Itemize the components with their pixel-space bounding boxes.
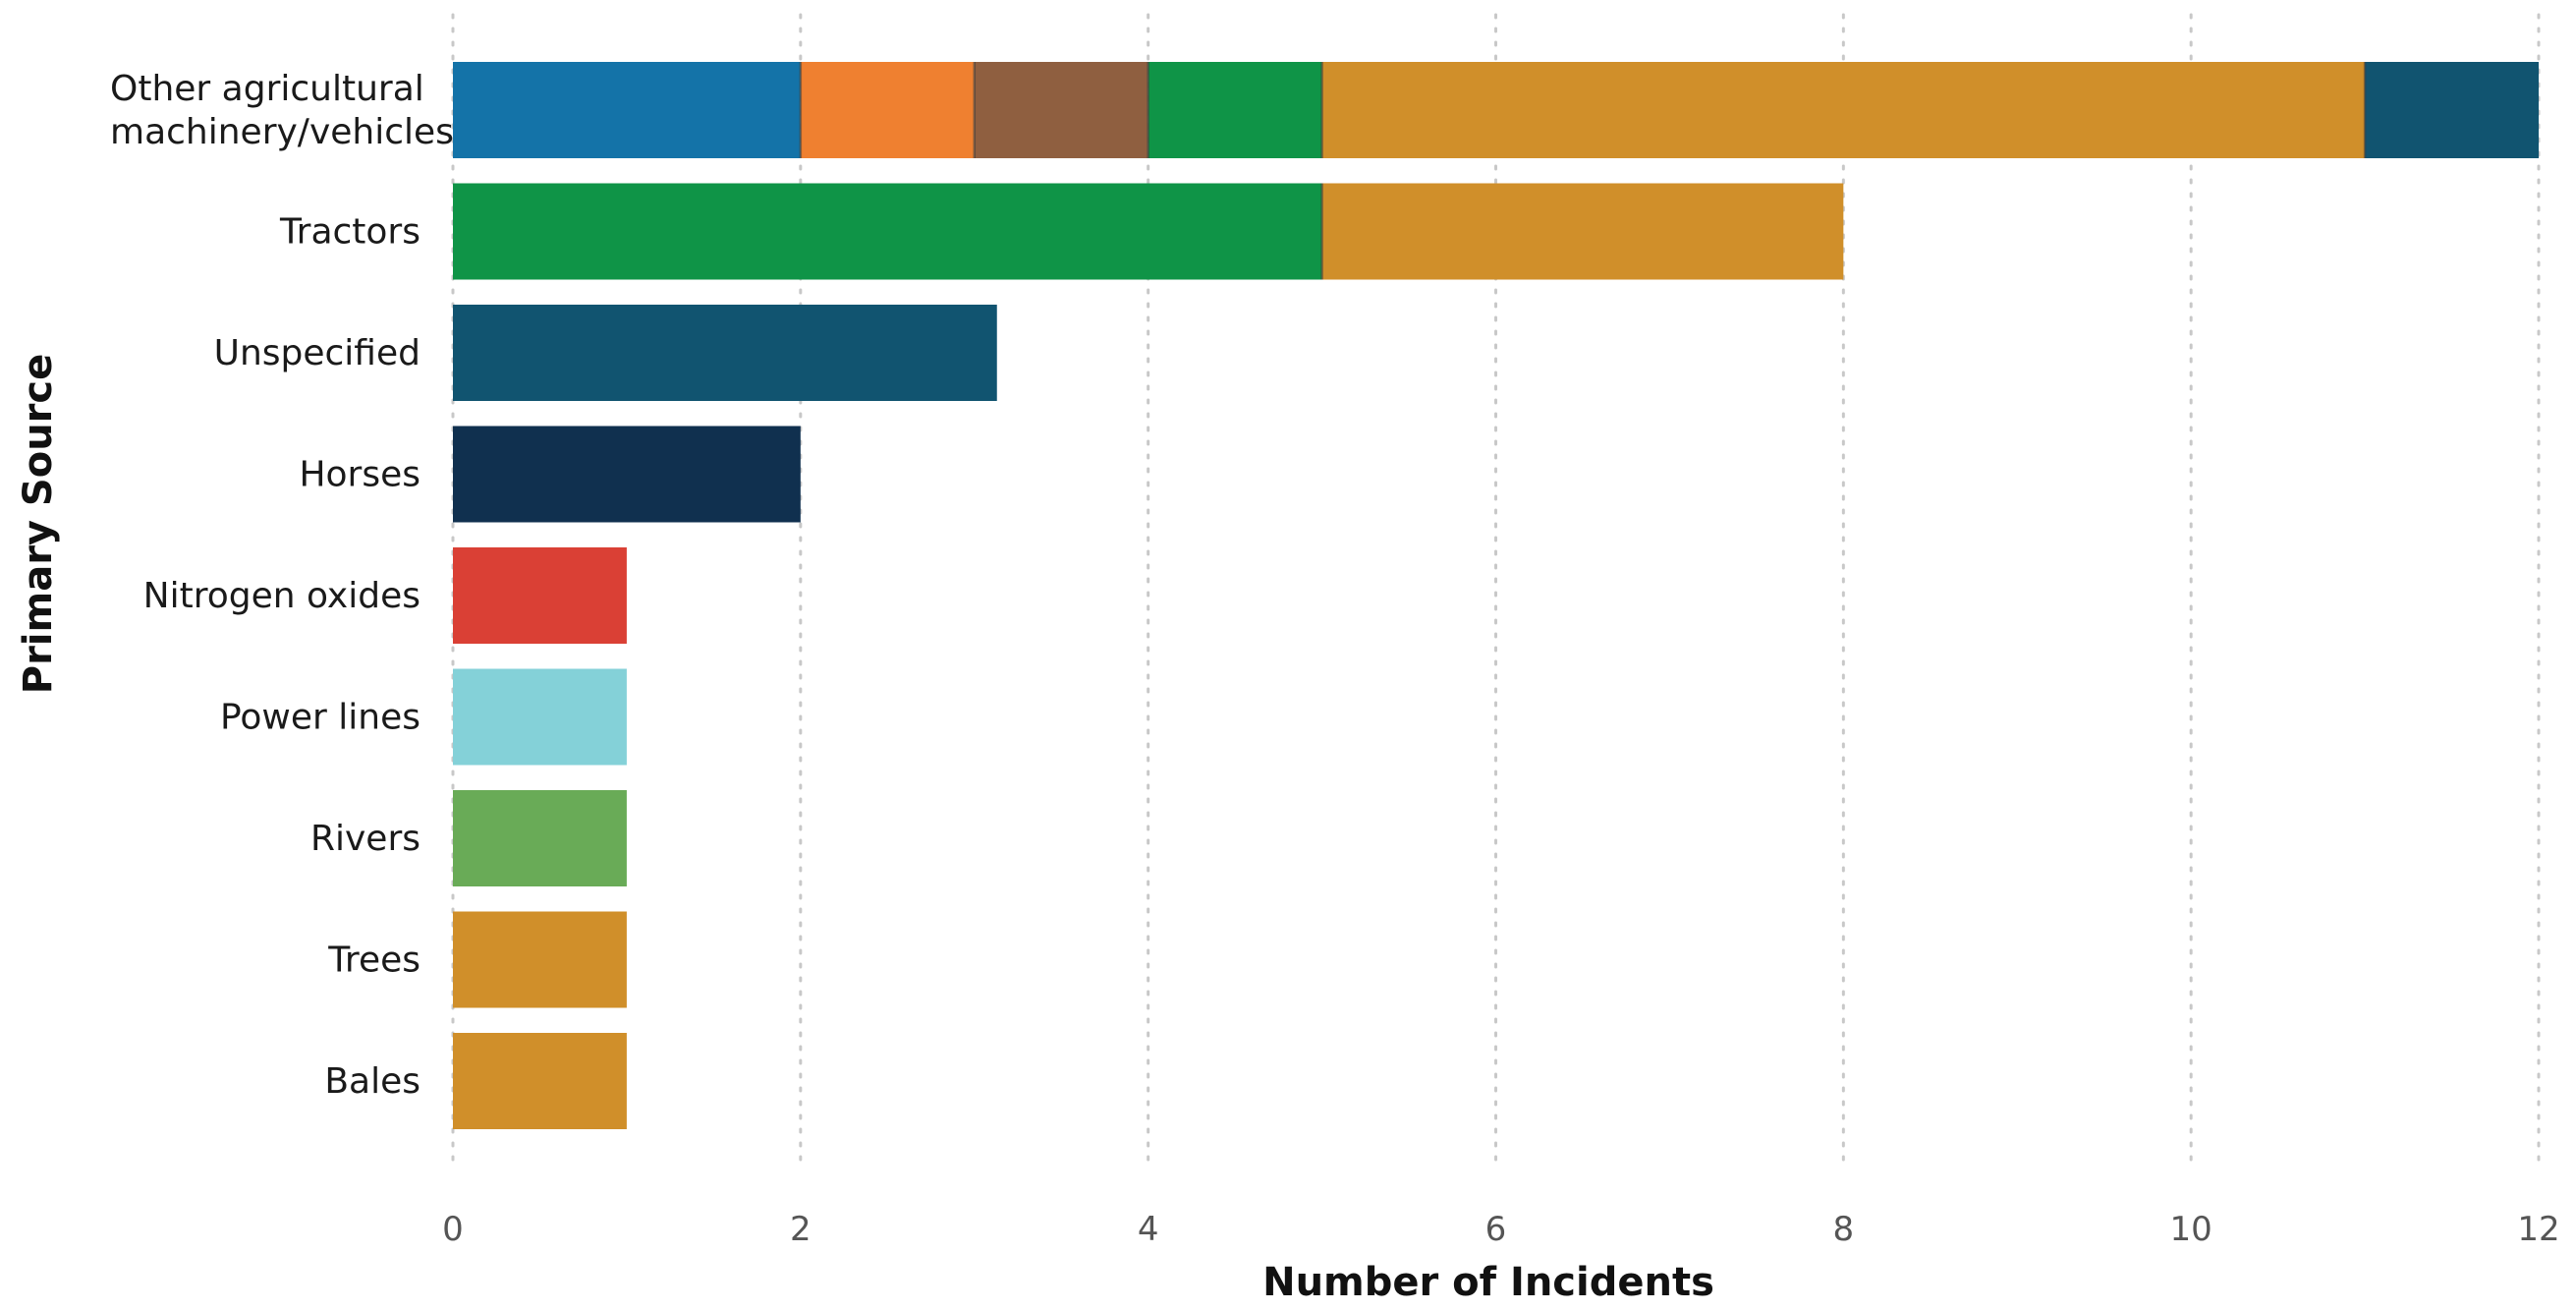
bar-segment-0-4 [1321, 62, 2366, 158]
bar-segment-1-0 [453, 183, 1322, 280]
category-label: Horses [299, 455, 420, 495]
category-label: Nitrogen oxides [143, 576, 420, 616]
category-labels: Other agricultural machinery/vehicles Trac… [110, 69, 454, 1102]
category-label: Trees [327, 940, 420, 981]
bar-segment-0-3 [1148, 62, 1322, 158]
x-axis-title: Number of Incidents [1262, 1260, 1714, 1305]
x-tick-label: 0 [442, 1210, 464, 1249]
bar-segment-1-1 [1321, 183, 1844, 280]
category-label: Bales [324, 1061, 420, 1102]
category-label: Tractors [279, 212, 420, 253]
x-tick-label: 8 [1833, 1210, 1855, 1249]
bar-segment-6-0 [453, 790, 627, 886]
bar-segment-3-0 [453, 426, 801, 523]
x-tick-labels: 0 2 4 6 8 10 12 [442, 1210, 2559, 1249]
bar-segment-0-2 [974, 62, 1148, 158]
category-label: Power lines [220, 698, 420, 738]
bar-segment-0-5 [2365, 62, 2539, 158]
bar-segment-0-1 [800, 62, 975, 158]
y-axis-title: Primary Source [16, 354, 61, 694]
x-tick-label: 12 [2517, 1210, 2559, 1249]
x-tick-label: 10 [2170, 1210, 2212, 1249]
x-tick-label: 4 [1138, 1210, 1159, 1249]
x-tick-label: 6 [1485, 1210, 1507, 1249]
bars [453, 62, 2539, 1129]
bar-segment-7-0 [453, 911, 627, 1008]
category-label: Unspecified [214, 333, 420, 373]
x-tick-label: 2 [790, 1210, 812, 1249]
category-label: Other agricultural machinery/vehicles [110, 69, 454, 152]
bar-segment-4-0 [453, 547, 627, 644]
category-label: Rivers [310, 819, 420, 859]
bar-segment-8-0 [453, 1033, 627, 1129]
bar-segment-5-0 [453, 668, 627, 766]
bar-segment-0-0 [453, 62, 801, 158]
bar-segment-2-0 [453, 305, 997, 401]
